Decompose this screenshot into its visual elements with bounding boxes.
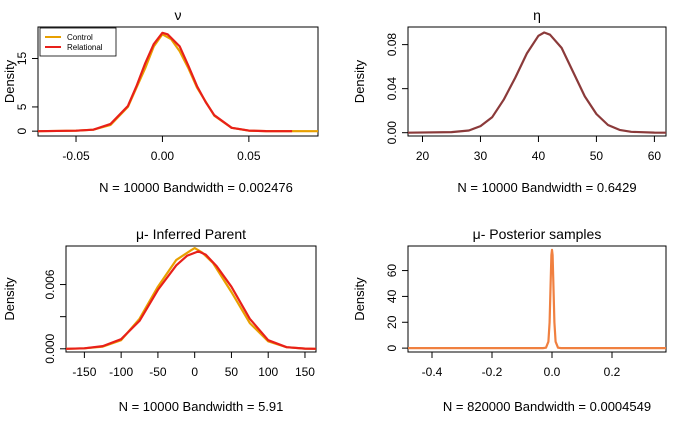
y-axis-label: Density	[352, 59, 367, 103]
y-tick-label: 20	[385, 315, 399, 329]
x-axis-label: N = 10000 Bandwidth = 0.002476	[99, 180, 293, 195]
chart-title: μ- Inferred Parent	[136, 226, 246, 242]
x-tick-label: 0.0	[544, 365, 561, 379]
x-tick-label: 60	[648, 149, 662, 163]
legend-box	[39, 27, 117, 57]
y-tick-label: 0.006	[43, 269, 57, 299]
x-tick-label: 50	[590, 149, 604, 163]
x-tick-label: -0.2	[482, 365, 503, 379]
chart-panel-3: μ- Inferred Parent -150 -100 -50 0 50 100 150 0.…	[2, 226, 317, 414]
y-tick-label: 15	[15, 51, 29, 65]
x-tick-label: 0	[191, 365, 198, 379]
y-tick-label: 0.000	[43, 333, 57, 363]
x-tick-label: -50	[149, 365, 167, 379]
plot-frame	[65, 245, 317, 353]
y-tick-label: 0.04	[385, 77, 399, 101]
x-axis-label: N = 10000 Bandwidth = 0.6429	[457, 180, 636, 195]
y-tick-label: 0	[15, 127, 29, 134]
series-line-relational	[66, 250, 316, 350]
x-tick-label: 50	[225, 365, 239, 379]
y-tick-label: 40	[385, 289, 399, 303]
chart-panel-4: μ- Posterior samples -0.4 -0.2 0.0 0.2 0 20 40 6…	[352, 226, 667, 414]
chart-title: ν	[175, 7, 182, 23]
chart-title: μ- Posterior samples	[473, 226, 602, 242]
x-tick-label: -150	[72, 365, 96, 379]
series-line-relational	[38, 31, 293, 133]
x-axis-label: N = 10000 Bandwidth = 5.91	[119, 399, 284, 414]
y-tick-label: 60	[385, 264, 399, 278]
y-tick-label: 0	[385, 344, 399, 351]
x-tick-label: 40	[532, 149, 546, 163]
x-tick-label: 0.05	[237, 149, 261, 163]
y-axis-label: Density	[2, 59, 17, 103]
series-line-control	[66, 247, 316, 350]
x-tick-label: 150	[295, 365, 315, 379]
x-tick-label: 100	[258, 365, 278, 379]
plot-frame	[407, 26, 667, 137]
x-tick-label: 20	[416, 149, 430, 163]
y-axis-label: Density	[352, 277, 367, 321]
y-tick-label: 0.08	[385, 33, 399, 57]
chart-title: η	[533, 7, 541, 23]
chart-panel-2: η 20 30 40 50 60 0.00 0.04 0.08 Density N = 10000 …	[352, 7, 667, 195]
x-tick-label: -100	[109, 365, 133, 379]
x-tick-label: -0.05	[62, 149, 90, 163]
legend-label: Relational	[67, 43, 103, 52]
x-tick-label: 30	[474, 149, 488, 163]
x-axis-label: N = 820000 Bandwidth = 0.0004549	[443, 399, 651, 414]
series-line-1	[408, 31, 666, 134]
y-tick-label: 5	[15, 103, 29, 110]
legend-label: Control	[67, 33, 93, 42]
plot-frame	[37, 26, 319, 137]
y-tick-label: 0.00	[385, 121, 399, 145]
plot-frame	[407, 245, 667, 353]
x-tick-label: -0.4	[422, 365, 443, 379]
y-axis-label: Density	[2, 277, 17, 321]
x-tick-label: 0.00	[151, 149, 175, 163]
x-tick-label: 0.2	[604, 365, 621, 379]
series-line-1	[408, 248, 666, 350]
